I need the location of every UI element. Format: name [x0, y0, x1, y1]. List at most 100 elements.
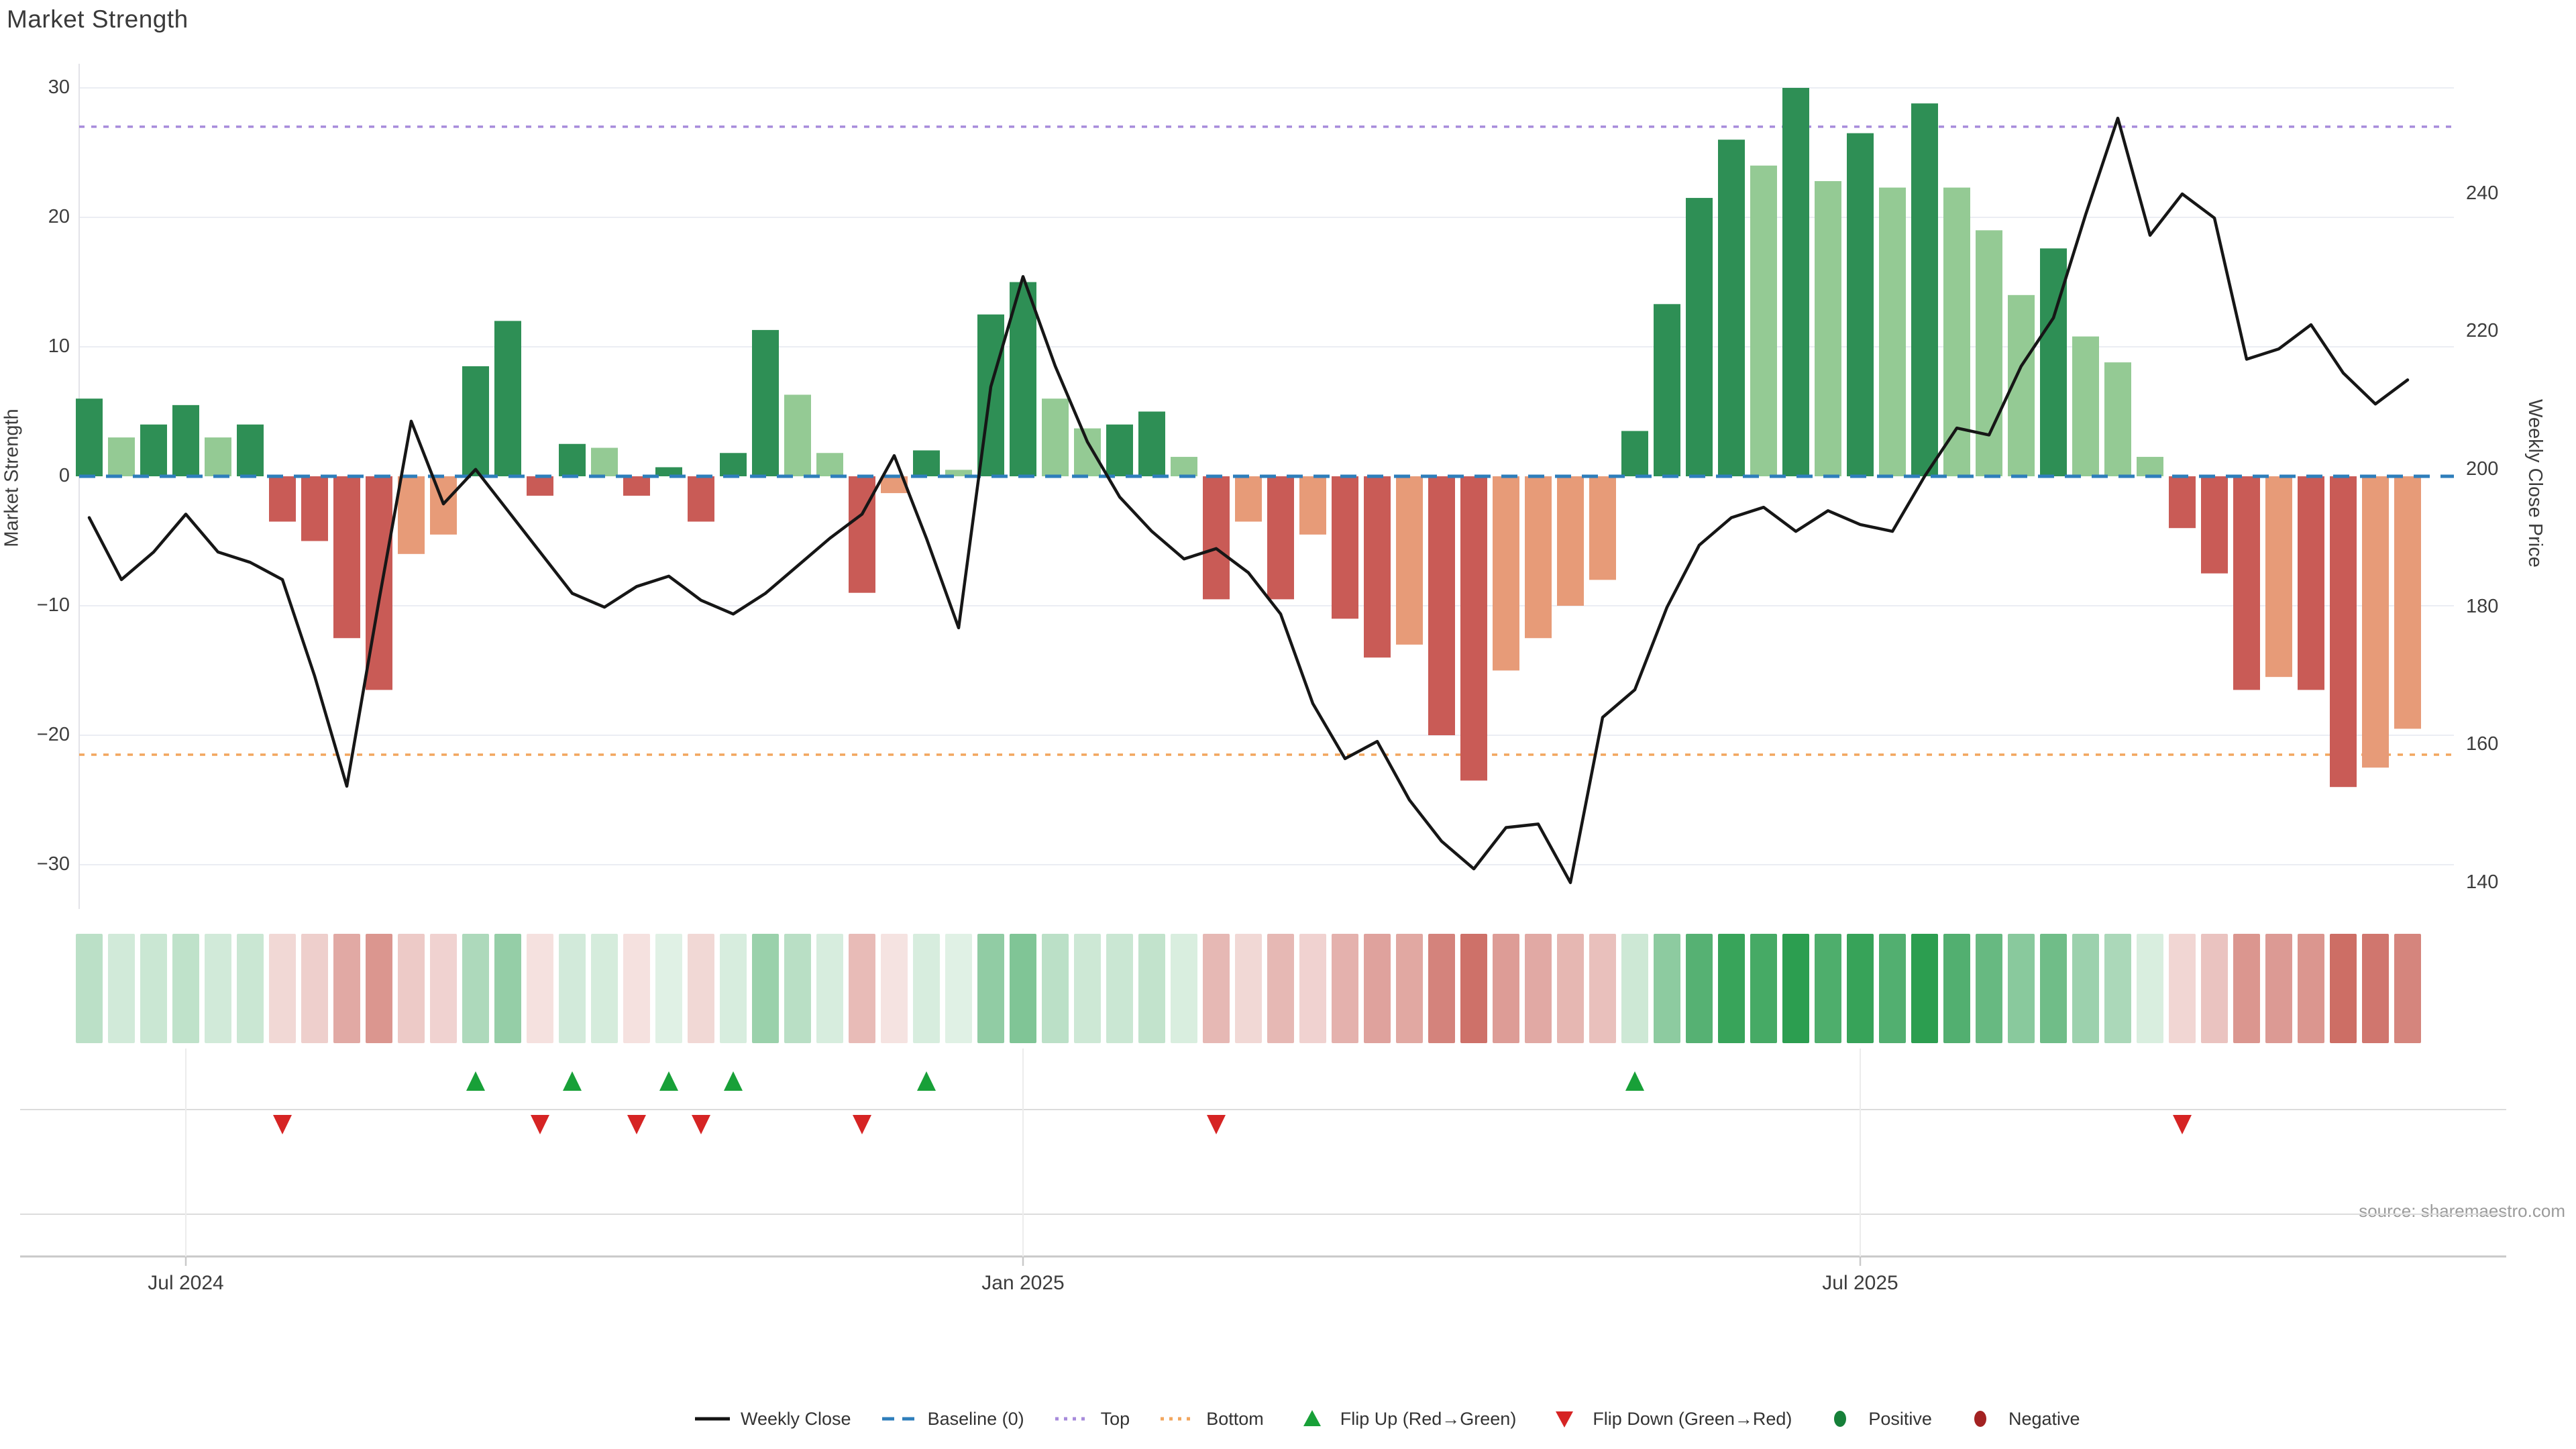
- bar: [752, 329, 779, 476]
- heat-cell: [2104, 934, 2131, 1043]
- flip-down-marker: [531, 1115, 549, 1134]
- legend-item-negative[interactable]: Negative: [1962, 1409, 2080, 1430]
- heat-cell: [1493, 934, 1519, 1043]
- bar: [784, 394, 811, 476]
- heat-cell: [237, 934, 264, 1043]
- heat-cell: [1138, 934, 1165, 1043]
- bar: [2330, 476, 2357, 788]
- heat-cell: [527, 934, 553, 1043]
- heat-cell: [1299, 934, 1326, 1043]
- heat-cell: [172, 934, 199, 1043]
- bar: [1621, 431, 1648, 476]
- flip-down-marker: [692, 1115, 710, 1134]
- heat-cell: [1847, 934, 1874, 1043]
- x-tick-label: Jan 2025: [981, 1272, 1065, 1294]
- bar: [1267, 476, 1294, 600]
- legend-label: Weekly Close: [741, 1408, 851, 1429]
- legend-item-weekly-close[interactable]: Weekly Close: [694, 1409, 851, 1430]
- bar: [1718, 140, 1745, 476]
- legend-item-baseline-0[interactable]: Baseline (0): [881, 1409, 1024, 1430]
- bar: [1686, 198, 1713, 476]
- bar: [623, 476, 650, 496]
- heat-cell: [1911, 934, 1938, 1043]
- heat-cell: [1815, 934, 1841, 1043]
- triangle-up-icon: [1293, 1409, 1331, 1429]
- x-tick-label: Jul 2025: [1822, 1272, 1898, 1294]
- heat-cell: [2201, 934, 2228, 1043]
- bar: [2362, 476, 2389, 768]
- y-tick-label-left: −30: [36, 853, 70, 875]
- bar: [1943, 187, 1970, 476]
- heat-cell: [108, 934, 135, 1043]
- y-tick-label-right: 160: [2466, 733, 2499, 755]
- heat-cell: [398, 934, 425, 1043]
- bar: [1654, 304, 1680, 476]
- heat-cell: [2137, 934, 2163, 1043]
- heat-cell: [2394, 934, 2421, 1043]
- bar: [1235, 476, 1262, 522]
- heat-cell: [2233, 934, 2260, 1043]
- heat-cell: [333, 934, 360, 1043]
- flip-down-marker: [1207, 1115, 1226, 1134]
- bar: [1847, 133, 1874, 477]
- heat-cell: [1106, 934, 1133, 1043]
- bar: [1138, 411, 1165, 476]
- bar: [527, 476, 553, 496]
- bar: [655, 467, 682, 476]
- legend-label: Top: [1100, 1408, 1130, 1429]
- heat-cell: [1364, 934, 1391, 1043]
- bar: [1493, 476, 1519, 671]
- y-tick-label-right: 240: [2466, 182, 2499, 205]
- bar: [1750, 165, 1777, 477]
- heat-cell: [140, 934, 167, 1043]
- bar: [1557, 476, 1584, 606]
- legend-item-bottom[interactable]: Bottom: [1159, 1409, 1264, 1430]
- heat-cell: [1042, 934, 1069, 1043]
- heat-cell: [2072, 934, 2099, 1043]
- bar: [494, 321, 521, 476]
- y-tick-label-left: 20: [48, 206, 70, 227]
- bar: [1299, 476, 1326, 535]
- flip-up-marker: [466, 1071, 485, 1091]
- heat-cell: [1460, 934, 1487, 1043]
- legend-item-flip-down-green-red[interactable]: Flip Down (Green→Red): [1546, 1409, 1792, 1430]
- bar: [398, 476, 425, 554]
- y-axis-title-right: Weekly Close Price: [2524, 398, 2546, 568]
- page-title: Market Strength: [7, 5, 189, 33]
- bar: [108, 437, 135, 476]
- heat-cell: [1654, 934, 1680, 1043]
- bar: [945, 470, 972, 476]
- heat-cell: [1203, 934, 1230, 1043]
- bar: [1976, 230, 2002, 476]
- heat-cell: [945, 934, 972, 1043]
- bar: [688, 476, 714, 522]
- heat-cell: [462, 934, 489, 1043]
- legend-label: Flip Down (Green→Red): [1593, 1408, 1792, 1429]
- x-tick-label: Jul 2024: [148, 1272, 224, 1294]
- heat-cell: [366, 934, 392, 1043]
- heat-cell: [1686, 934, 1713, 1043]
- heat-cell: [849, 934, 875, 1043]
- bar: [2201, 476, 2228, 574]
- legend-item-top[interactable]: Top: [1054, 1409, 1130, 1430]
- bar: [76, 398, 103, 476]
- bar: [2072, 336, 2099, 476]
- legend-item-positive[interactable]: Positive: [1821, 1409, 1932, 1430]
- bar: [333, 476, 360, 639]
- bar: [301, 476, 328, 541]
- y-tick-label-left: 0: [58, 465, 70, 486]
- heat-cell: [720, 934, 747, 1043]
- heat-cell: [1976, 934, 2002, 1043]
- y-tick-label-left: 30: [48, 76, 70, 98]
- source-note: source: sharemaestro.com: [2359, 1201, 2565, 1221]
- y-tick-label-right: 220: [2466, 320, 2499, 342]
- y-tick-label-left: −10: [36, 594, 70, 616]
- legend-item-flip-up-red-green[interactable]: Flip Up (Red→Green): [1293, 1409, 1516, 1430]
- flip-up-marker: [563, 1071, 582, 1091]
- heat-cell: [1332, 934, 1358, 1043]
- heat-cell: [1267, 934, 1294, 1043]
- bar: [2040, 248, 2067, 476]
